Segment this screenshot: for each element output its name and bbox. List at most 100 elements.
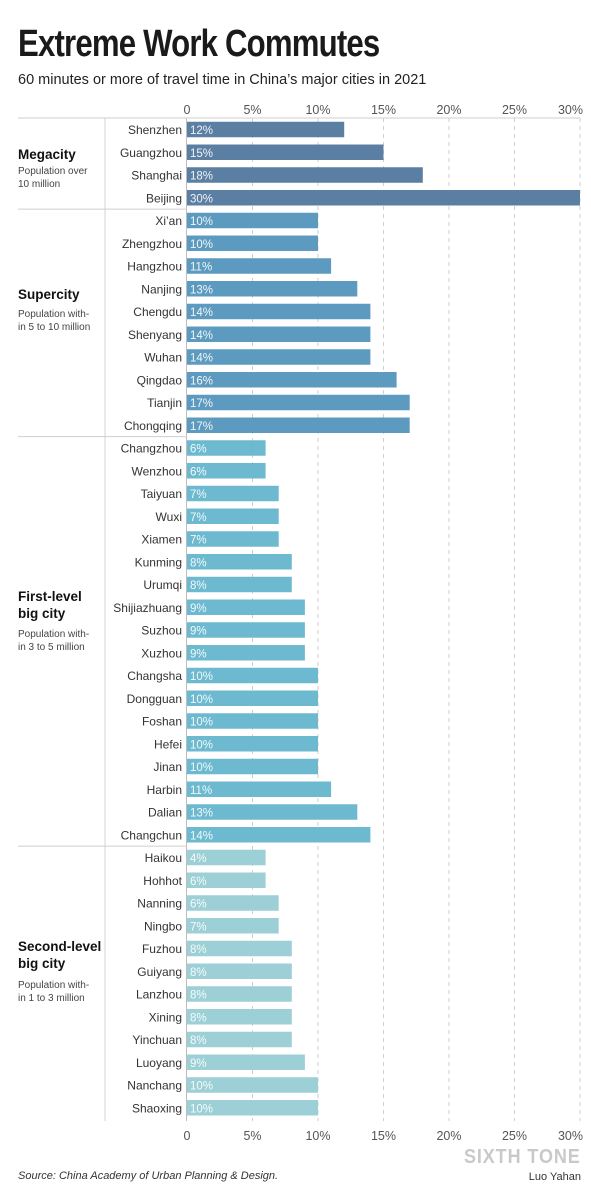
value-label-urumqi: 8%	[190, 580, 207, 592]
value-label-xian: 10%	[190, 216, 213, 228]
city-label-zhengzhou: Zhengzhou	[122, 237, 182, 251]
city-label-yinchuan: Yinchuan	[132, 1033, 182, 1047]
city-label-kunming: Kunming	[135, 555, 182, 569]
city-label-xian: Xi’an	[155, 214, 182, 228]
city-label-changchun: Changchun	[121, 828, 182, 842]
value-label-dongguan: 10%	[190, 694, 213, 706]
city-label-dalian: Dalian	[148, 806, 182, 820]
tick-label-top-30: 30%	[558, 103, 583, 117]
city-label-foshan: Foshan	[142, 715, 182, 729]
bar-hefei	[187, 736, 318, 752]
city-label-harbin: Harbin	[147, 783, 182, 797]
bar-dongguan	[187, 690, 318, 706]
city-label-shijiazhuang: Shijiazhuang	[113, 601, 182, 615]
bar-wuhan	[187, 349, 371, 365]
bar-changsha	[187, 667, 318, 684]
city-label-xining: Xining	[149, 1010, 182, 1024]
value-label-haikou: 4%	[190, 853, 207, 865]
value-label-xuzhou: 9%	[190, 648, 207, 660]
city-label-luoyang: Luoyang	[136, 1056, 182, 1070]
bar-shanghai	[187, 167, 423, 183]
bar-jinan	[187, 758, 318, 775]
bar-chongqing	[187, 417, 410, 433]
value-label-taiyuan: 7%	[190, 489, 207, 501]
city-label-wenzhou: Wenzhou	[132, 464, 182, 478]
value-label-nanning: 6%	[190, 899, 207, 911]
value-label-changsha: 10%	[190, 671, 213, 683]
value-label-wuhan: 14%	[190, 353, 213, 365]
city-label-shenzhen: Shenzhen	[128, 123, 182, 137]
bar-nanning	[187, 895, 279, 911]
group-name-first-level: First-level big city	[18, 589, 82, 621]
value-label-changchun: 14%	[190, 830, 213, 842]
group-name-megacity: Megacity	[18, 147, 76, 162]
value-label-shanghai: 18%	[190, 171, 213, 183]
bar-xining	[187, 1009, 292, 1025]
bar-harbin	[187, 781, 332, 797]
value-label-suzhou: 9%	[190, 626, 207, 638]
tick-label-bottom-25: 25%	[502, 1129, 527, 1143]
city-label-suzhou: Suzhou	[141, 624, 182, 638]
bar-xuzhou	[187, 645, 305, 661]
bar-wenzhou	[187, 463, 266, 479]
chart-title: Extreme Work Commutes	[18, 23, 380, 65]
value-label-kunming: 8%	[190, 557, 207, 569]
bar-guiyang	[187, 963, 292, 979]
tick-label-top-15: 15%	[371, 103, 396, 117]
bar-changchun	[187, 827, 371, 843]
city-label-nanchang: Nanchang	[127, 1079, 182, 1093]
tick-label-top-20: 20%	[436, 103, 461, 117]
value-label-harbin: 11%	[190, 785, 212, 797]
bar-shijiazhuang	[187, 599, 305, 615]
city-label-guangzhou: Guangzhou	[120, 146, 182, 160]
value-label-lanzhou: 8%	[190, 990, 207, 1002]
bar-fuzhou	[187, 940, 292, 957]
city-label-urumqi: Urumqi	[143, 578, 182, 592]
city-label-hefei: Hefei	[154, 737, 182, 751]
value-label-yinchuan: 8%	[190, 1035, 207, 1047]
value-label-chengdu: 14%	[190, 307, 213, 319]
bar-hohhot	[187, 872, 266, 888]
value-label-tianjin: 17%	[190, 398, 213, 410]
value-label-guangzhou: 15%	[190, 148, 213, 160]
city-label-changzhou: Changzhou	[121, 442, 182, 456]
bar-luoyang	[187, 1054, 305, 1070]
value-label-wenzhou: 6%	[190, 466, 207, 478]
city-label-lanzhou: Lanzhou	[136, 988, 182, 1002]
value-label-changzhou: 6%	[190, 444, 207, 456]
tick-label-bottom-5: 5%	[243, 1129, 261, 1143]
tick-label-top-10: 10%	[305, 103, 330, 117]
value-label-foshan: 10%	[190, 717, 213, 729]
value-label-guiyang: 8%	[190, 967, 207, 979]
value-label-shijiazhuang: 9%	[190, 603, 207, 615]
city-label-nanjing: Nanjing	[141, 282, 182, 296]
group-name-second-level: Second-level big city	[18, 939, 102, 971]
city-label-beijing: Beijing	[146, 191, 182, 205]
city-label-shenyang: Shenyang	[128, 328, 182, 342]
bar-chengdu	[187, 303, 371, 320]
group-desc-first-level: Population with- in 3 to 5 million	[18, 629, 90, 653]
city-label-nanning: Nanning	[137, 897, 182, 911]
bar-shaoxing	[187, 1100, 318, 1116]
bar-changzhou	[187, 440, 266, 456]
value-label-zhengzhou: 10%	[190, 239, 213, 251]
value-label-nanjing: 13%	[190, 284, 213, 296]
value-label-shenzhen: 12%	[190, 125, 213, 137]
value-label-qingdao: 16%	[190, 375, 213, 387]
group-desc-megacity: Population over 10 million	[18, 166, 88, 190]
value-label-dalian: 13%	[190, 808, 213, 820]
city-label-fuzhou: Fuzhou	[142, 942, 182, 956]
group-desc-supercity: Population with- in 5 to 10 million	[18, 309, 91, 333]
bar-dalian	[187, 804, 358, 820]
bar-nanchang	[187, 1077, 318, 1093]
value-label-xining: 8%	[190, 1012, 207, 1024]
bar-zhengzhou	[187, 235, 318, 251]
tick-label-bottom-10: 10%	[305, 1129, 330, 1143]
value-label-ningbo: 7%	[190, 921, 207, 933]
value-label-beijing: 30%	[190, 193, 213, 205]
tick-label-bottom-0: 0	[184, 1129, 191, 1143]
city-label-chengdu: Chengdu	[133, 305, 182, 319]
bar-xian	[187, 212, 318, 229]
value-label-wuxi: 7%	[190, 512, 207, 524]
